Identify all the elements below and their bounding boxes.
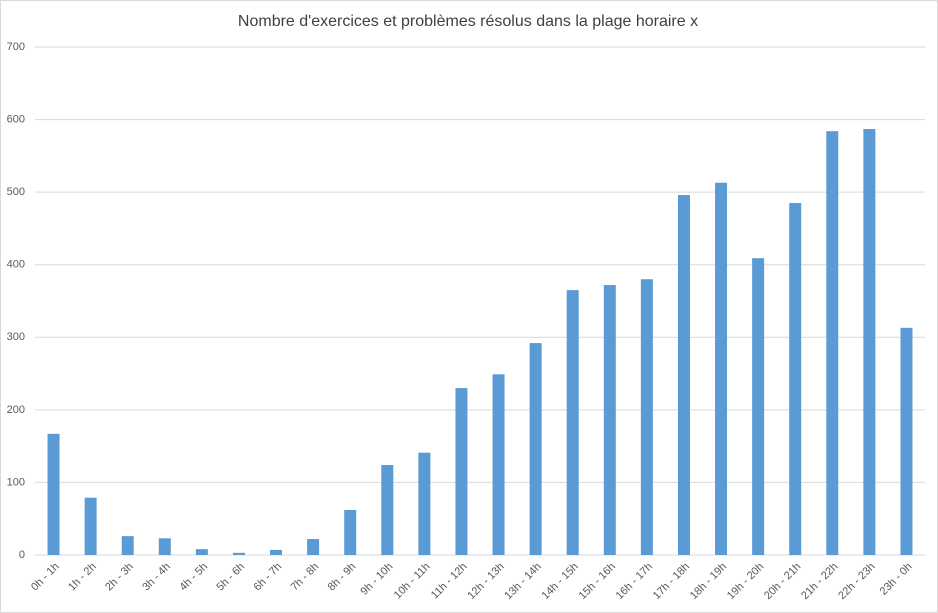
y-tick-label: 200 xyxy=(7,404,25,416)
chart-title: Nombre d'exercices et problèmes résolus … xyxy=(238,13,698,30)
bar xyxy=(863,129,876,555)
bar xyxy=(121,536,134,555)
bar xyxy=(752,258,765,555)
bar xyxy=(344,510,357,555)
bar xyxy=(232,552,245,555)
bar xyxy=(418,452,431,555)
bar xyxy=(47,433,60,555)
bar xyxy=(529,343,542,555)
bar xyxy=(826,131,839,555)
y-tick-label: 100 xyxy=(7,476,25,488)
bar xyxy=(270,549,283,555)
bar xyxy=(603,285,616,555)
bar xyxy=(381,465,394,555)
y-tick-label: 400 xyxy=(7,259,25,271)
bar xyxy=(715,182,728,556)
bar xyxy=(677,195,690,555)
bar xyxy=(789,203,802,555)
y-tick-label: 500 xyxy=(7,186,25,198)
y-tick-label: 0 xyxy=(19,549,25,561)
bar xyxy=(195,549,208,555)
bar xyxy=(566,290,579,555)
bar xyxy=(492,374,505,555)
bar xyxy=(900,327,913,555)
y-tick-label: 700 xyxy=(7,41,25,53)
bar xyxy=(158,538,171,555)
bar xyxy=(84,497,97,555)
y-tick-label: 600 xyxy=(7,113,25,125)
bar xyxy=(455,388,468,555)
y-tick-label: 300 xyxy=(7,331,25,343)
bar xyxy=(640,279,653,555)
bar xyxy=(307,539,320,555)
